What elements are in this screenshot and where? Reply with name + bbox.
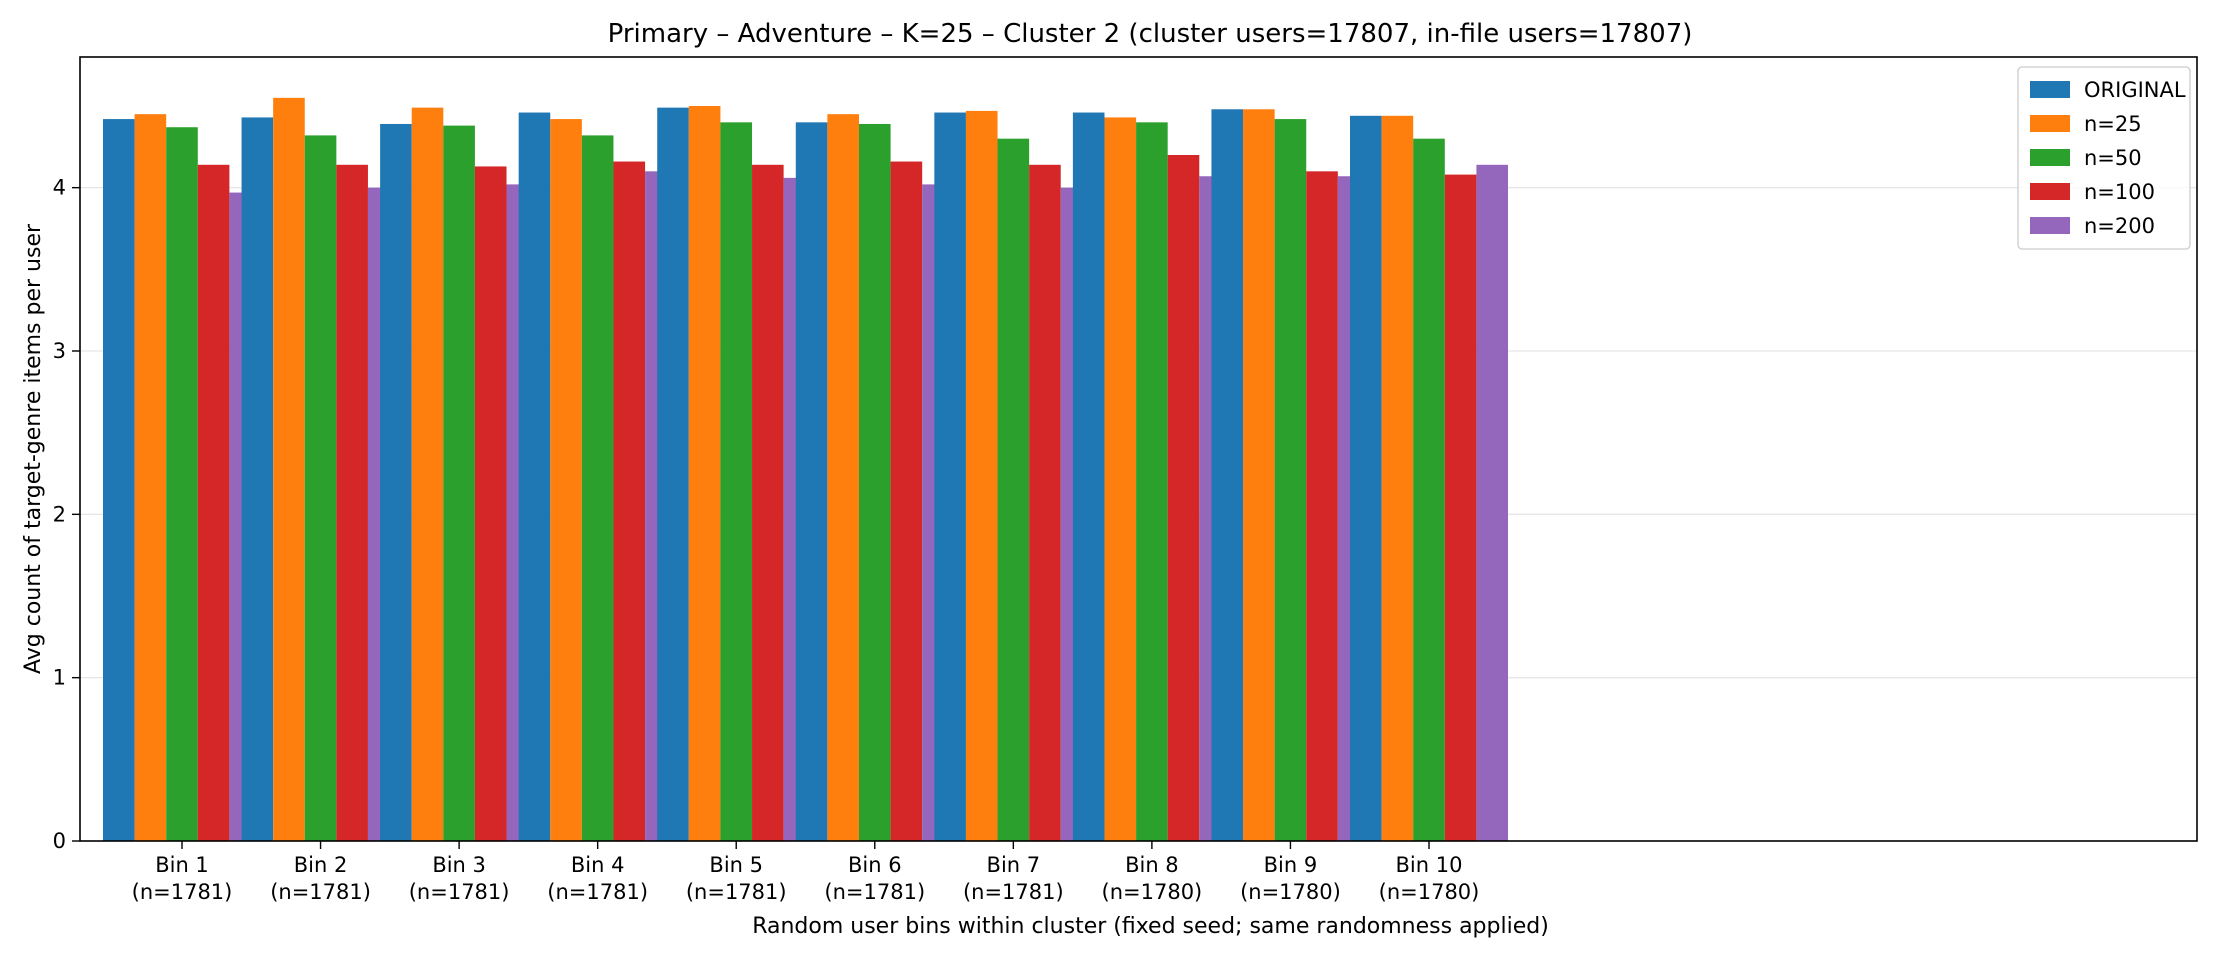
bar-ORIGINAL (1072, 112, 1105, 842)
legend-swatch-ORIGINAL (2030, 81, 2070, 98)
bar-ORIGINAL (934, 112, 966, 842)
bar-ORIGINAL (657, 107, 689, 842)
x-tick-label: Bin 10 (1396, 853, 1463, 877)
legend-swatch-n=50 (2030, 149, 2070, 166)
x-tick-sublabel: (n=1781) (132, 880, 233, 904)
bar-ORIGINAL (103, 119, 135, 842)
bar-ORIGINAL (1350, 115, 1382, 842)
y-tick-label: 4 (53, 176, 66, 200)
y-axis-label: Avg count of target-genre items per user (21, 223, 46, 674)
bar-ORIGINAL (795, 122, 828, 842)
y-tick-label: 2 (53, 502, 66, 526)
bar-ORIGINAL (518, 112, 551, 842)
x-tick-sublabel: (n=1780) (1379, 880, 1480, 904)
bars (103, 97, 1508, 842)
legend: ORIGINAL n=25 n=50 n=100 n=200 (2017, 66, 2191, 250)
x-tick-sublabel: (n=1780) (1240, 880, 1341, 904)
bar-n=50 (304, 135, 337, 841)
bar-n=100 (1444, 174, 1477, 842)
bar-n=50 (443, 125, 475, 842)
y-axis: 0 1 2 3 4 (53, 176, 80, 853)
legend-swatch-n=25 (2030, 115, 2070, 132)
bar-n=200 (1476, 164, 1508, 842)
x-tick-sublabel: (n=1780) (1102, 880, 1203, 904)
bar-n=100 (890, 161, 923, 842)
x-tick-sublabel: (n=1781) (963, 880, 1064, 904)
x-tick-sublabel: (n=1781) (270, 880, 371, 904)
x-tick-label: Bin 8 (1125, 853, 1179, 877)
bar-n=50 (166, 127, 198, 841)
bar-n=100 (1029, 164, 1061, 842)
x-tick-label: Bin 5 (709, 853, 763, 877)
bar-n=25 (1381, 115, 1414, 842)
bar-n=25 (411, 107, 444, 842)
bar-n=25 (688, 106, 721, 841)
y-tick-label: 3 (53, 339, 66, 363)
bar-ORIGINAL (380, 123, 412, 841)
bar-n=25 (965, 110, 998, 841)
bar-n=50 (1136, 122, 1168, 842)
bar-n=50 (997, 138, 1030, 841)
y-tick-label: 0 (53, 829, 66, 853)
legend-label: n=200 (2084, 214, 2155, 238)
bar-n=100 (752, 164, 784, 842)
x-tick-label: Bin 6 (848, 853, 902, 877)
x-axis: Bin 1 (n=1781) Bin 2 (n=1781) Bin 3 (n=1781) B… (132, 841, 1480, 904)
x-tick-label: Bin 2 (294, 853, 348, 877)
bar-n=100 (336, 164, 368, 842)
x-axis-label: Random user bins within cluster (fixed s… (752, 914, 1549, 939)
x-tick-label: Bin 4 (571, 853, 625, 877)
x-tick-label: Bin 9 (1264, 853, 1318, 877)
bar-n=50 (858, 123, 891, 841)
bar-ORIGINAL (1211, 109, 1244, 842)
x-tick-sublabel: (n=1781) (547, 880, 648, 904)
bar-n=100 (474, 166, 507, 841)
bar-n=50 (1274, 119, 1307, 842)
legend-label: n=100 (2084, 180, 2155, 204)
x-tick-label: Bin 7 (987, 853, 1041, 877)
bar-n=50 (1413, 138, 1445, 841)
bar-n=100 (197, 164, 230, 842)
plot-area-frame (79, 56, 2198, 842)
bar-n=100 (1306, 171, 1338, 842)
x-tick-label: Bin 1 (155, 853, 209, 877)
legend-swatch-n=100 (2030, 183, 2070, 200)
x-tick-sublabel: (n=1781) (409, 880, 510, 904)
legend-box (2017, 66, 2191, 250)
legend-swatch-n=200 (2030, 217, 2070, 234)
x-tick-sublabel: (n=1781) (686, 880, 787, 904)
legend-label: n=25 (2084, 112, 2142, 136)
bar-n=100 (613, 161, 646, 842)
x-tick-sublabel: (n=1781) (824, 880, 925, 904)
legend-label: ORIGINAL (2084, 78, 2186, 102)
bar-n=25 (134, 114, 167, 841)
bar-n=50 (581, 135, 614, 841)
bar-n=50 (720, 122, 753, 842)
chart-title: Primary – Adventure – K=25 – Cluster 2 (… (608, 19, 1693, 49)
bar-n=25 (550, 119, 582, 842)
bar-n=25 (827, 114, 859, 841)
bar-ORIGINAL (241, 117, 274, 841)
legend-label: n=50 (2084, 146, 2142, 170)
bar-n=100 (1167, 155, 1200, 841)
x-tick-label: Bin 3 (432, 853, 486, 877)
bar-n=25 (273, 97, 305, 842)
bar-n=25 (1104, 117, 1137, 841)
y-tick-label: 1 (53, 666, 66, 690)
bar-n=25 (1243, 109, 1275, 842)
